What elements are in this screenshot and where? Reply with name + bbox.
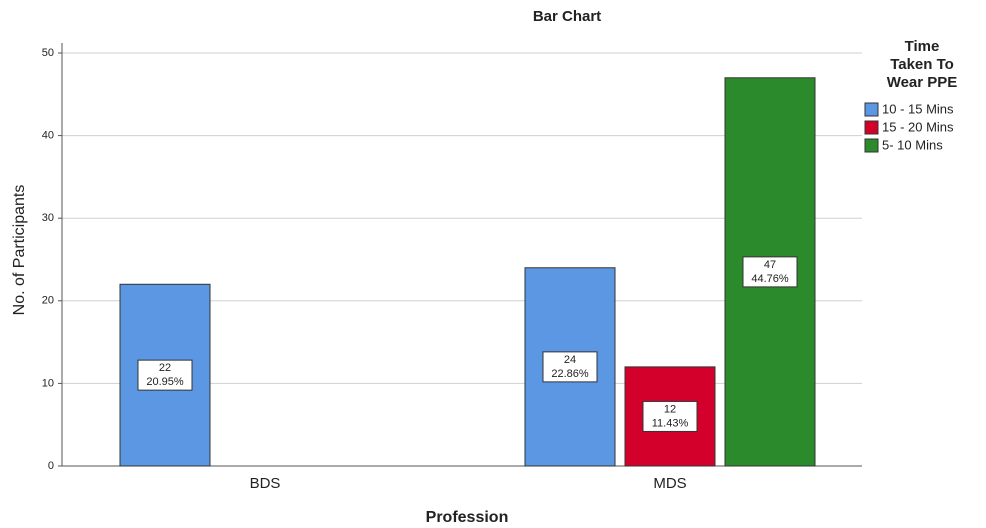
y-tick-label: 40 [42, 130, 54, 142]
legend-swatch [864, 102, 879, 117]
value-label-box [137, 359, 193, 391]
legend-label: 5- 10 Mins [882, 137, 943, 152]
value-label: 24 [564, 354, 576, 366]
legend-title: Taken To [890, 56, 954, 73]
value-label: 11.43% [652, 417, 689, 429]
bar [624, 366, 716, 467]
x-tick-label: BDS [250, 475, 281, 492]
value-label: 22 [159, 362, 171, 374]
y-tick-label: 50 [42, 47, 54, 59]
chart-title: Bar Chart [533, 8, 601, 25]
y-tick-label: 20 [42, 295, 54, 307]
y-tick-label: 10 [42, 377, 54, 389]
value-label: 44.76% [751, 273, 789, 285]
legend-label: 10 - 15 Mins [882, 101, 954, 116]
value-label: 22.86% [551, 368, 589, 380]
value-label: 20.95% [146, 376, 184, 388]
value-label: 12 [664, 403, 676, 415]
value-label: 47 [764, 259, 776, 271]
legend-swatch [864, 120, 879, 135]
x-axis-label: Profession [426, 509, 509, 526]
y-tick-label: 0 [48, 460, 54, 472]
x-tick-label: MDS [653, 475, 686, 492]
legend-swatch [864, 138, 879, 153]
y-axis-label: No. of Participants [11, 185, 28, 316]
legend-title: Time [905, 38, 940, 55]
value-label-box [542, 351, 598, 383]
value-label-box [742, 256, 798, 288]
value-label-box [642, 400, 698, 432]
legend-title: Wear PPE [887, 74, 958, 91]
legend-label: 15 - 20 Mins [882, 119, 954, 134]
y-tick-label: 30 [42, 212, 54, 224]
